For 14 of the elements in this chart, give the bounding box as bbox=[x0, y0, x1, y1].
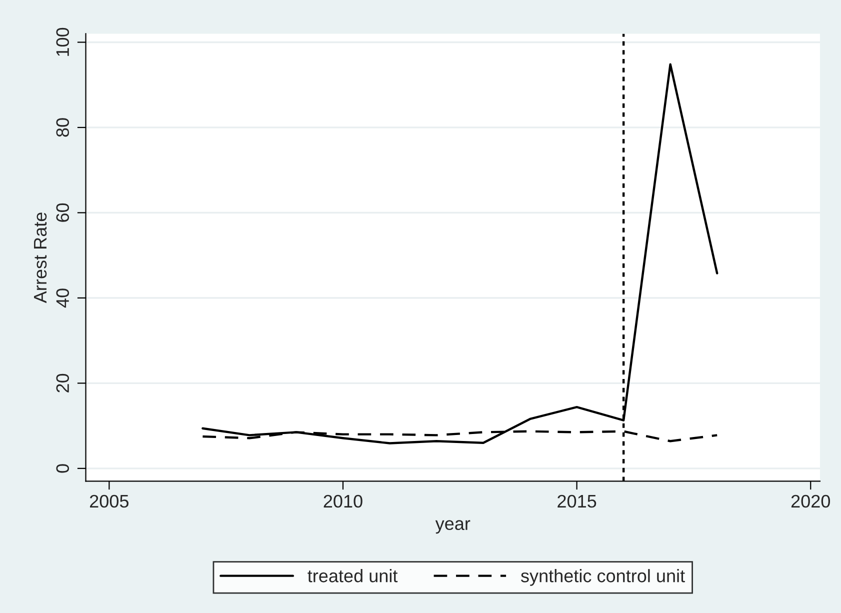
x-tick-label: 2005 bbox=[90, 494, 128, 508]
y-tick-label: 40 bbox=[56, 288, 70, 308]
y-tick-label: 20 bbox=[56, 374, 70, 392]
y-tick-label: 60 bbox=[56, 203, 70, 222]
legend-label: treated unit bbox=[308, 569, 398, 582]
y-tick-label: 0 bbox=[56, 464, 70, 473]
x-axis-title: year bbox=[435, 520, 470, 534]
y-axis-title: Arrest Rate bbox=[34, 212, 47, 304]
x-tick-label: 2015 bbox=[558, 494, 596, 508]
x-tick-label: 2020 bbox=[791, 494, 830, 508]
x-tick-label: 2010 bbox=[324, 494, 362, 508]
legend-label: synthetic control unit bbox=[520, 569, 685, 586]
y-tick-label: 80 bbox=[56, 118, 70, 137]
y-tick-label: 100 bbox=[56, 28, 70, 56]
